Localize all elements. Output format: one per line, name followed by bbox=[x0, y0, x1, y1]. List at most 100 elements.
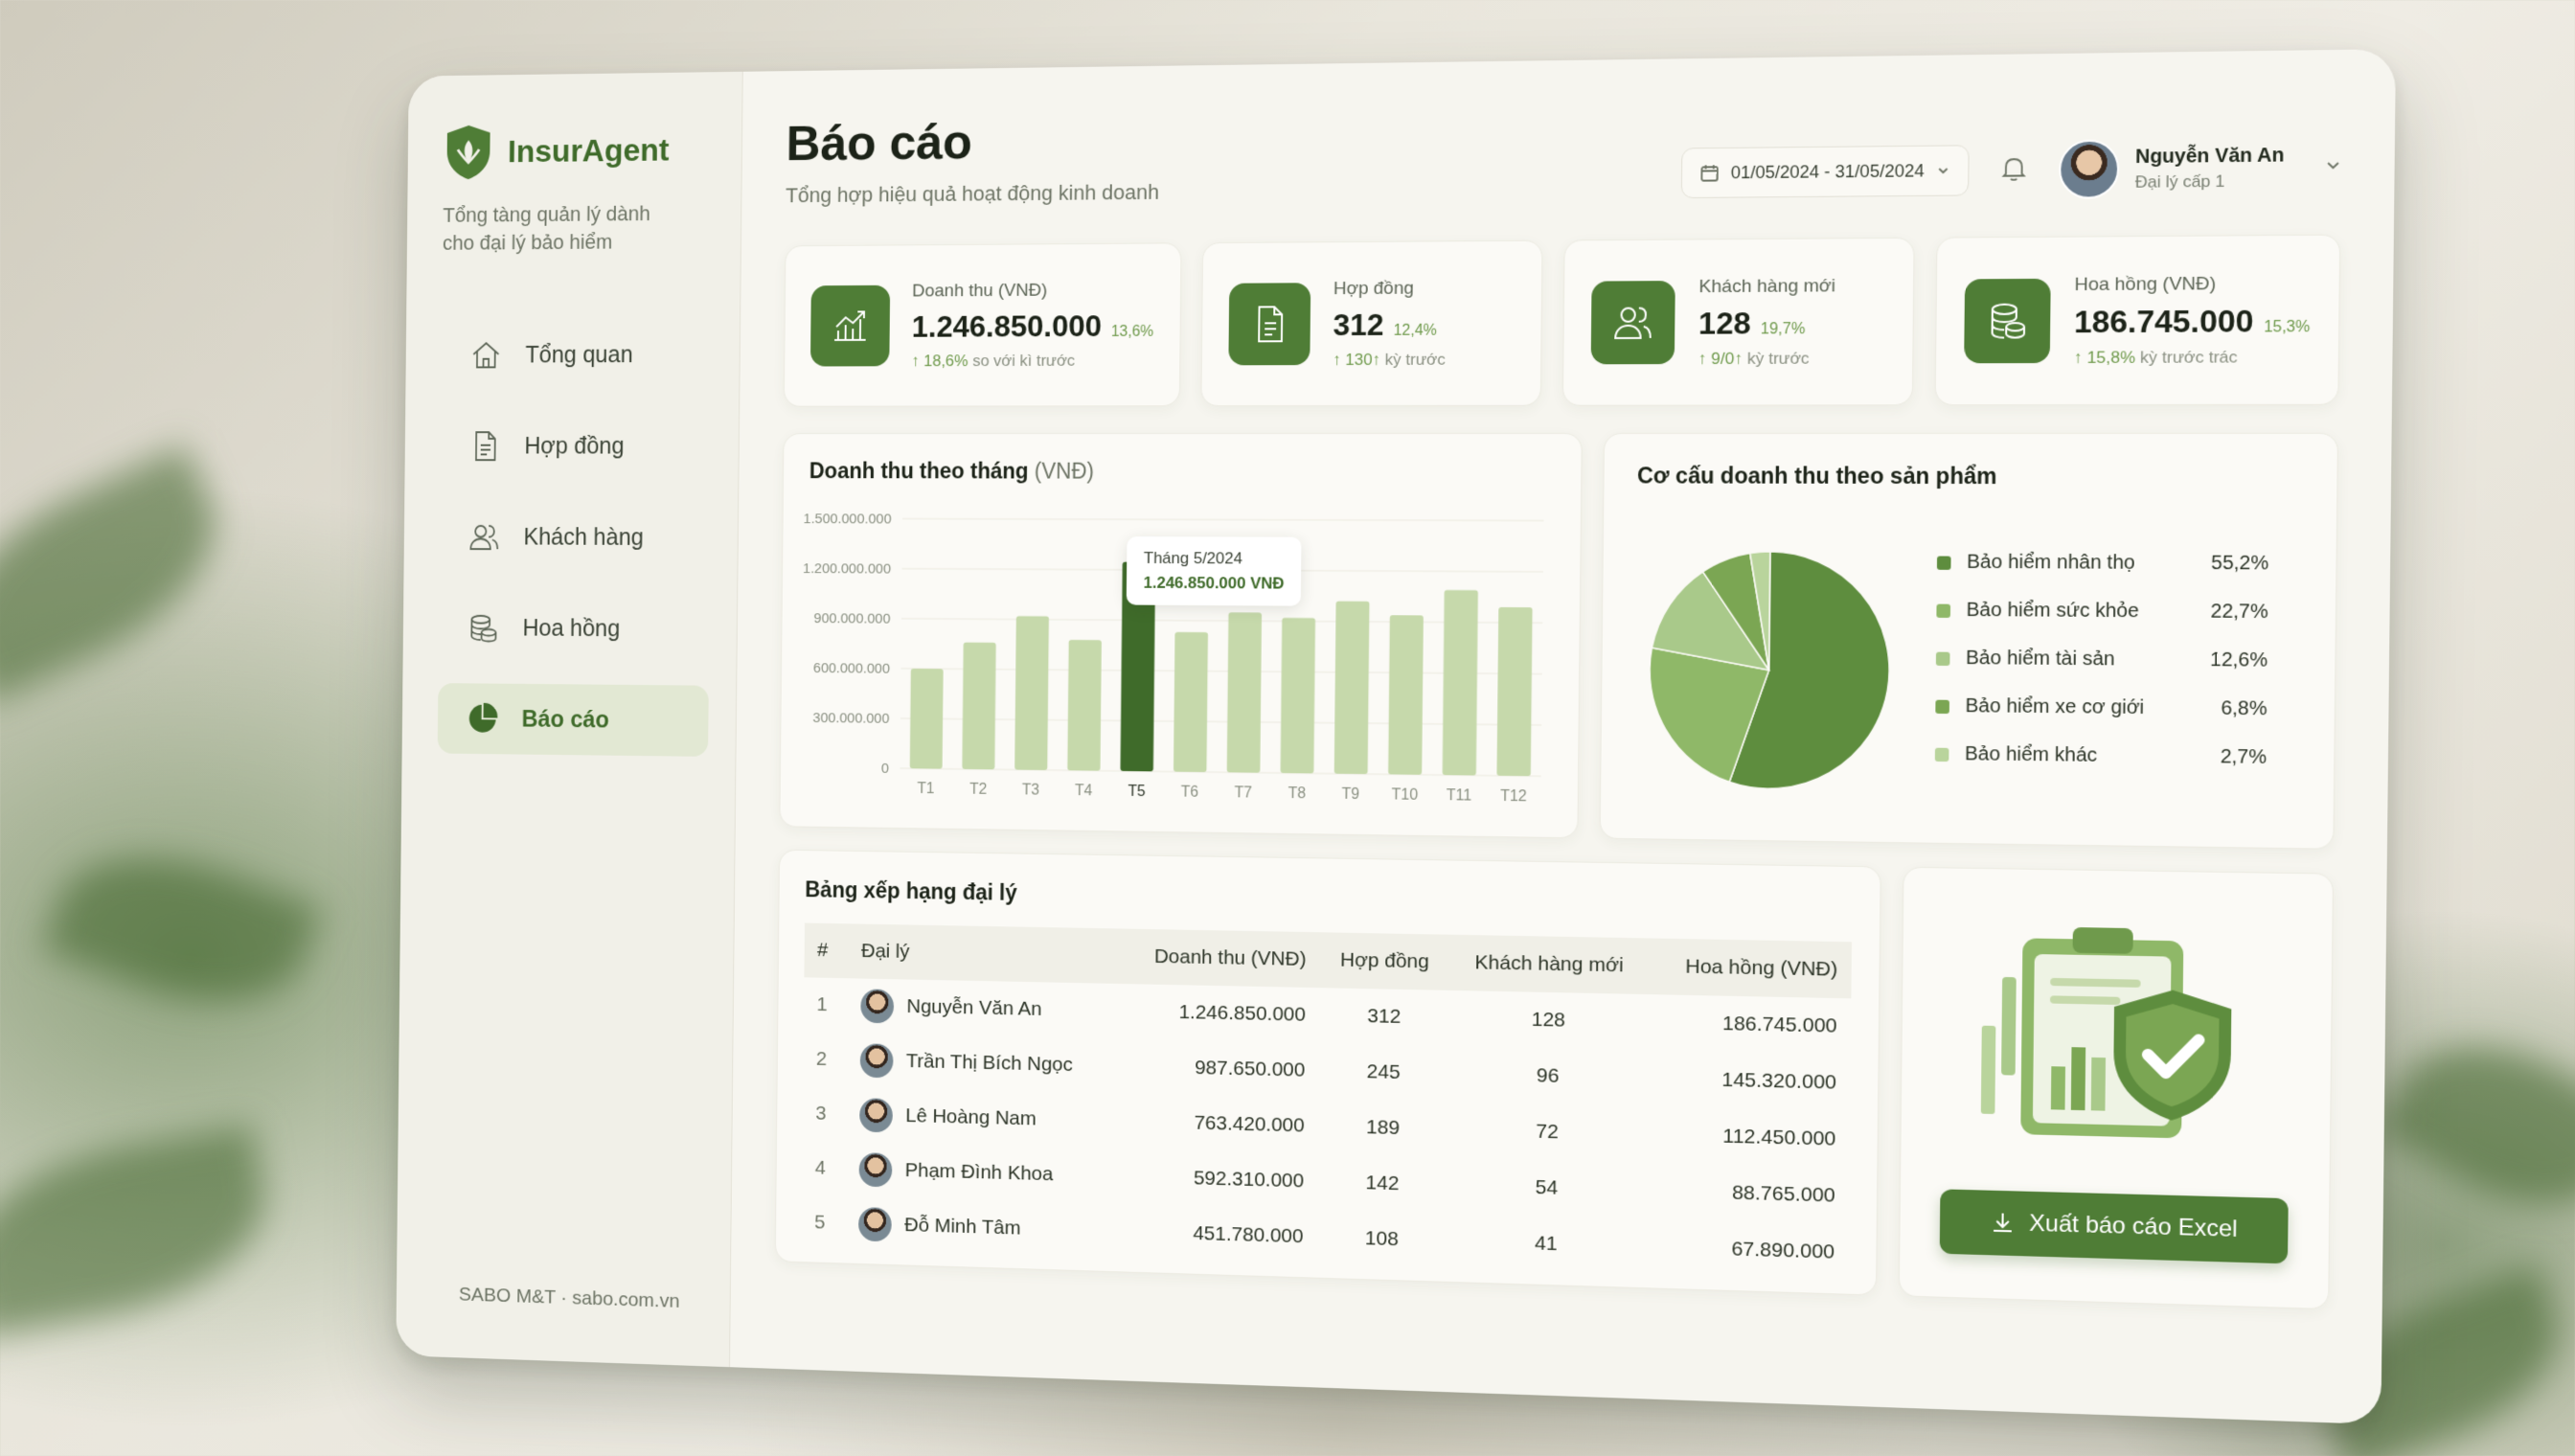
table-cell: 4 bbox=[814, 1156, 827, 1179]
agent-name: Lê Hoàng Nam bbox=[905, 1104, 1037, 1130]
table-cell: 41 bbox=[1535, 1232, 1558, 1256]
legend-value: 12,6% bbox=[2209, 648, 2268, 671]
stat-change: ↑ 15,8% bbox=[2073, 347, 2136, 367]
legend-item: Bảo hiểm khác 2,7% bbox=[1934, 742, 2267, 770]
legend-item: Bảo hiểm xe cơ giới 6,8% bbox=[1935, 695, 2267, 721]
stat-change-note: kỳ trước trác bbox=[2139, 347, 2238, 367]
y-tick-label: 1.500.000.000 bbox=[804, 512, 892, 527]
stat-cards: Doanh thu (VNĐ) 1.246.850.000 13,6% ↑ 18,… bbox=[783, 234, 2341, 407]
sidebar-item-label: Báo cáo bbox=[521, 705, 609, 733]
stat-label: Doanh thu (VNĐ) bbox=[912, 280, 1048, 301]
sidebar-item-tong-quan[interactable]: Tổng quan bbox=[442, 319, 713, 391]
table-cell: 186.745.000 bbox=[1721, 1012, 1837, 1037]
chevron-down-icon bbox=[1936, 164, 1950, 177]
bar-t6[interactable] bbox=[1173, 631, 1209, 773]
user-name: Nguyễn Văn An bbox=[2134, 144, 2285, 168]
pie-chart-canvas bbox=[1646, 548, 1894, 793]
table-cell: 142 bbox=[1365, 1172, 1400, 1195]
column-header: # bbox=[804, 922, 849, 979]
pie-slice-3[interactable] bbox=[1652, 572, 1769, 671]
legend-swatch bbox=[1934, 747, 1949, 762]
product-mix-chart: Cơ cấu doanh thu theo sản phẩm Bảo hiểm … bbox=[1599, 432, 2339, 850]
agent-cell: Nguyễn Văn An bbox=[848, 978, 1118, 1038]
table-cell: 128 bbox=[1531, 1008, 1566, 1032]
background-leaf bbox=[41, 823, 323, 1035]
bar-t9[interactable] bbox=[1333, 601, 1370, 775]
y-tick-label: 0 bbox=[881, 762, 889, 777]
user-menu[interactable]: Nguyễn Văn An Đại lý cấp 1 bbox=[2058, 137, 2342, 199]
x-tick-label: T7 bbox=[1234, 785, 1252, 802]
table-title: Bảng xếp hạng đại lý bbox=[805, 876, 1017, 905]
shield-logo-icon bbox=[446, 125, 490, 180]
table-cell: 592.310.000 bbox=[1193, 1167, 1305, 1193]
agent-cell: Phạm Đình Khoa bbox=[846, 1142, 1116, 1204]
sidebar-item-khach-hang[interactable]: Khách hàng bbox=[440, 502, 711, 574]
dashboard-window: InsurAgent Tổng tàng quản lý dành cho đạ… bbox=[396, 49, 2396, 1425]
column-header: Khách hàng mới bbox=[1449, 934, 1650, 995]
bar-t12[interactable] bbox=[1496, 606, 1533, 777]
sidebar-item-hoa-hong[interactable]: Hoa hồng bbox=[439, 592, 710, 665]
sidebar-footer: SABO M&T · sabo.com.vn bbox=[458, 1283, 680, 1312]
chart-title: Cơ cấu doanh thu theo sản phẩm bbox=[1636, 463, 1997, 489]
y-tick-label: 600.000.000 bbox=[813, 661, 890, 677]
export-excel-button[interactable]: Xuất báo cáo Excel bbox=[1939, 1189, 2289, 1264]
x-tick-label: T11 bbox=[1447, 787, 1472, 805]
table-cell: 145.320.000 bbox=[1721, 1068, 1837, 1094]
users-icon bbox=[468, 520, 501, 554]
bar-t3[interactable] bbox=[1014, 616, 1049, 771]
agent-name: Đỗ Minh Tâm bbox=[904, 1214, 1021, 1240]
users-icon bbox=[1610, 300, 1655, 345]
table-cell: 96 bbox=[1536, 1064, 1560, 1087]
stat-percent: 13,6% bbox=[1110, 323, 1154, 340]
stat-percent: 12,4% bbox=[1393, 322, 1437, 339]
legend-label: Bảo hiểm khác bbox=[1964, 742, 2098, 767]
tooltip-label: Tháng 5/2024 bbox=[1143, 549, 1243, 568]
pie-slice-4[interactable] bbox=[1702, 553, 1770, 670]
bar-t4[interactable] bbox=[1067, 639, 1102, 771]
avatar bbox=[2058, 139, 2120, 199]
grid-line bbox=[902, 519, 1543, 521]
bar-t10[interactable] bbox=[1388, 615, 1424, 775]
legend-label: Bảo hiểm nhân thọ bbox=[1967, 551, 2135, 574]
page-title: Báo cáo bbox=[786, 114, 973, 171]
sidebar-item-hop-dong[interactable]: Hợp đồng bbox=[441, 411, 712, 482]
bar-t7[interactable] bbox=[1226, 612, 1263, 773]
legend-value: 22,7% bbox=[2210, 601, 2268, 624]
bar-t5[interactable] bbox=[1120, 561, 1156, 772]
x-tick-label: T4 bbox=[1075, 783, 1093, 799]
legend-swatch bbox=[1935, 651, 1950, 666]
legend-item: Bảo hiểm nhân thọ 55,2% bbox=[1936, 551, 2268, 575]
sidebar-item-bao-cao[interactable]: Báo cáo bbox=[437, 683, 709, 757]
table-cell: 108 bbox=[1364, 1227, 1400, 1251]
pie-slice-1[interactable] bbox=[1729, 552, 1890, 790]
pie-slice-2[interactable] bbox=[1649, 648, 1769, 783]
bar-t2[interactable] bbox=[962, 642, 996, 770]
table-cell: 987.650.000 bbox=[1195, 1057, 1306, 1081]
stat-label: Hoa hồng (VNĐ) bbox=[2074, 273, 2217, 295]
stat-value: 186.745.000 bbox=[2073, 302, 2254, 339]
legend-swatch bbox=[1936, 556, 1951, 570]
legend-swatch bbox=[1935, 699, 1950, 714]
x-tick-label: T2 bbox=[969, 782, 987, 798]
agent-cell: Đỗ Minh Tâm bbox=[845, 1196, 1115, 1259]
download-icon bbox=[1989, 1210, 2015, 1236]
stat-card-contracts: Hợp đồng 312 12,4% ↑ 130↑ kỳ trước bbox=[1200, 239, 1543, 407]
sidebar-item-label: Hoa hồng bbox=[522, 614, 621, 642]
date-range-picker[interactable]: 01/05/2024 - 31/05/2024 bbox=[1680, 145, 1970, 199]
legend-label: Bảo hiểm xe cơ giới bbox=[1965, 694, 2145, 719]
stat-change: ↑ 9/0↑ bbox=[1698, 349, 1743, 368]
brand: InsurAgent bbox=[444, 121, 715, 181]
bar-t1[interactable] bbox=[909, 668, 944, 769]
agent-name: Trần Thị Bích Ngọc bbox=[905, 1050, 1073, 1076]
stat-label: Hợp đồng bbox=[1333, 278, 1415, 299]
notification-button[interactable] bbox=[1998, 152, 2029, 187]
column-header: Hợp đồng bbox=[1319, 932, 1451, 990]
bar-t8[interactable] bbox=[1280, 617, 1316, 774]
table-cell: 2 bbox=[815, 1048, 828, 1070]
legend-value: 2,7% bbox=[2220, 745, 2267, 769]
avatar bbox=[860, 989, 895, 1024]
column-header: Hoa hồng (VNĐ) bbox=[1648, 938, 1853, 999]
user-role: Đại lý cấp 1 bbox=[2134, 171, 2225, 192]
background-leaf bbox=[0, 444, 249, 705]
bar-t11[interactable] bbox=[1442, 589, 1478, 776]
